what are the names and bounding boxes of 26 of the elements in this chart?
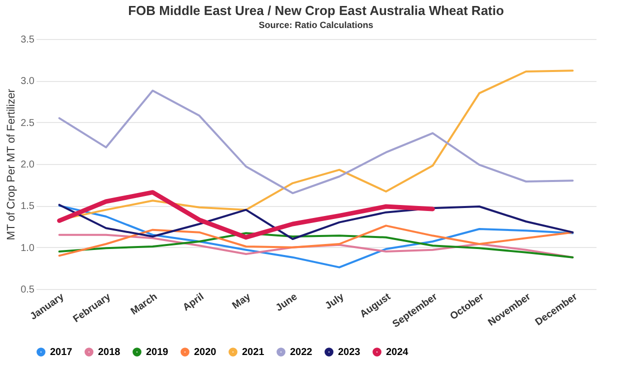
legend-label: 2023 [338,347,361,358]
y-axis-title: MT of Crop Per MT of Fertilizer [6,88,18,240]
legend-label: 2024 [386,347,409,358]
legend-label: 2017 [50,347,73,358]
y-tick-label: 2.0 [20,160,35,170]
chart-title: FOB Middle East Urea / New Crop East Australia Wheat Ratio [128,3,504,18]
y-tick-label: 1.5 [20,201,35,212]
x-tick-label: May [230,291,254,312]
legend-label: 2021 [242,347,265,358]
x-tick-label: June [274,291,300,314]
y-tick-label: 3.5 [20,34,35,46]
x-tick-label: July [323,291,346,312]
y-tick-label: 1.0 [20,242,35,254]
line-series [58,204,574,240]
line-series [57,190,435,240]
legend-label: 2019 [146,347,169,358]
legend-label: 2018 [98,347,121,358]
line-series [58,90,574,194]
legend-label: 2020 [194,347,217,358]
y-tick-label: 0.5 [20,284,35,296]
y-tick-label: 2.5 [20,118,35,129]
line-series [58,204,574,268]
chart-subtitle: Source: Ratio Calculations [258,20,374,30]
legend-label: 2022 [290,347,313,358]
y-tick-label: 3.0 [20,76,35,88]
line-series [58,224,574,257]
